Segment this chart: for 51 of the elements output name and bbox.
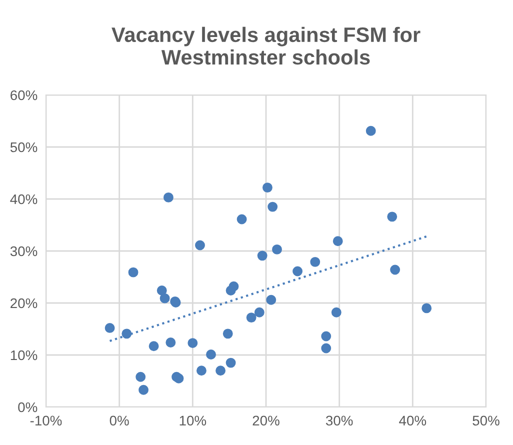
point: [262, 182, 272, 193]
y-tick-label: 10%: [10, 350, 38, 360]
point: [257, 250, 268, 261]
chart-title: Vacancy levels against FSM for Westminster schools: [112, 26, 420, 65]
point: [196, 366, 206, 376]
point: [222, 328, 233, 339]
point: [122, 328, 132, 339]
point: [138, 384, 149, 395]
x-tick-label: 10%: [180, 416, 206, 426]
point: [254, 307, 264, 318]
point: [236, 214, 247, 224]
point: [366, 126, 376, 136]
y-tick-label: 50%: [10, 142, 38, 152]
point: [163, 192, 174, 202]
point: [292, 266, 303, 276]
point: [226, 358, 236, 368]
x-tick-label: 40%: [399, 416, 426, 426]
point: [206, 350, 216, 360]
y-tick-label: 30%: [10, 246, 38, 256]
point: [228, 281, 239, 292]
point: [136, 372, 146, 382]
point: [272, 244, 282, 254]
point: [387, 212, 398, 222]
x-tick-label: -10%: [30, 416, 62, 426]
point: [160, 293, 170, 304]
point: [390, 264, 400, 275]
point: [148, 341, 159, 352]
point: [321, 343, 332, 354]
point: [188, 338, 198, 348]
point: [128, 267, 138, 278]
point: [246, 312, 256, 323]
point: [266, 294, 276, 305]
point: [104, 322, 115, 333]
y-tick-label: 0%: [18, 402, 38, 412]
point: [195, 240, 205, 250]
y-tick-label: 60%: [10, 90, 38, 100]
point: [331, 307, 342, 318]
x-tick-label: 20%: [252, 416, 280, 426]
point: [166, 338, 176, 348]
point: [310, 256, 320, 267]
point: [216, 366, 226, 376]
point: [422, 303, 432, 314]
point: [321, 331, 332, 342]
x-tick-label: 0%: [110, 416, 129, 426]
x-tick-label: 30%: [326, 416, 353, 426]
y-tick-label: 20%: [10, 298, 38, 308]
x-tick-label: 50%: [472, 416, 500, 426]
point: [156, 286, 167, 296]
y-tick-label: 40%: [10, 194, 38, 204]
point: [332, 236, 343, 246]
point: [268, 202, 278, 212]
